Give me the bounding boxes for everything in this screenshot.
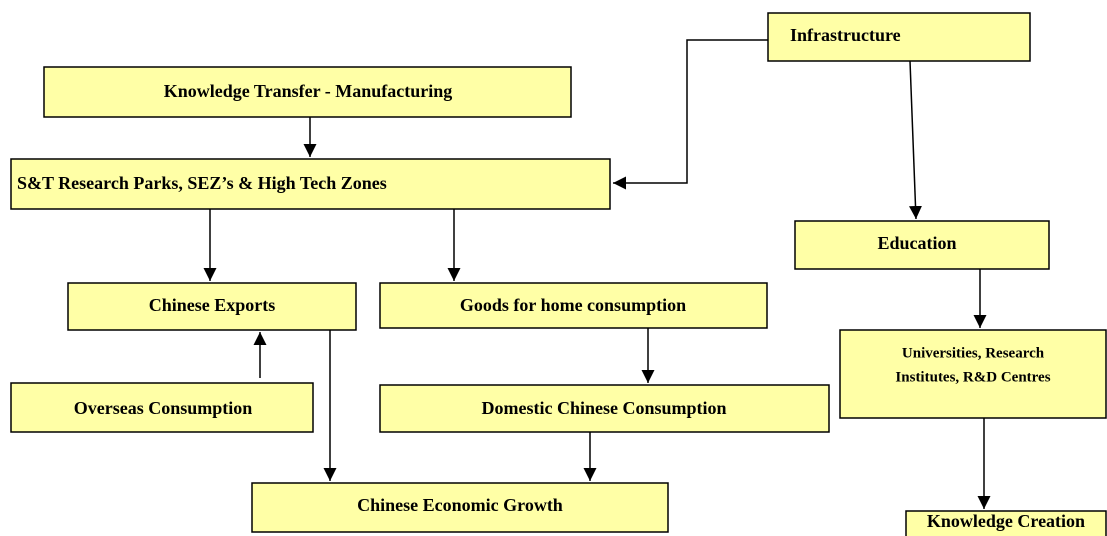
node-label: Chinese Exports [149,295,276,315]
node-label: Institutes, R&D Centres [895,369,1050,385]
node-box [251,482,669,533]
node-label: Goods for home consumption [460,295,686,315]
node-box [379,384,830,433]
node-label: Knowledge Transfer - Manufacturing [164,81,453,101]
node-label: Infrastructure [790,25,901,45]
node-label: Domestic Chinese Consumption [481,398,726,418]
node-label: S&T Research Parks, SEZ’s & High Tech Zo… [17,173,387,193]
node-label: Education [877,233,956,253]
node-box [839,329,1107,419]
node-label: Chinese Economic Growth [357,495,563,515]
boxes [10,12,1107,536]
node-box [10,158,611,210]
labels: Infrastructure Knowledge Transfer - Manu… [17,25,1085,531]
node-box [379,282,768,329]
connectors [203,39,991,509]
node-box [10,382,314,433]
node-label: Knowledge Creation [927,511,1085,531]
node-box [905,510,1107,536]
node-box [794,220,1050,270]
node-label: Universities, Research [902,345,1045,361]
node-box [767,12,1031,62]
node-box [43,66,572,118]
arrow [909,60,923,220]
node-box [67,282,357,331]
node-label: Overseas Consumption [74,398,253,418]
arrow [613,39,768,190]
